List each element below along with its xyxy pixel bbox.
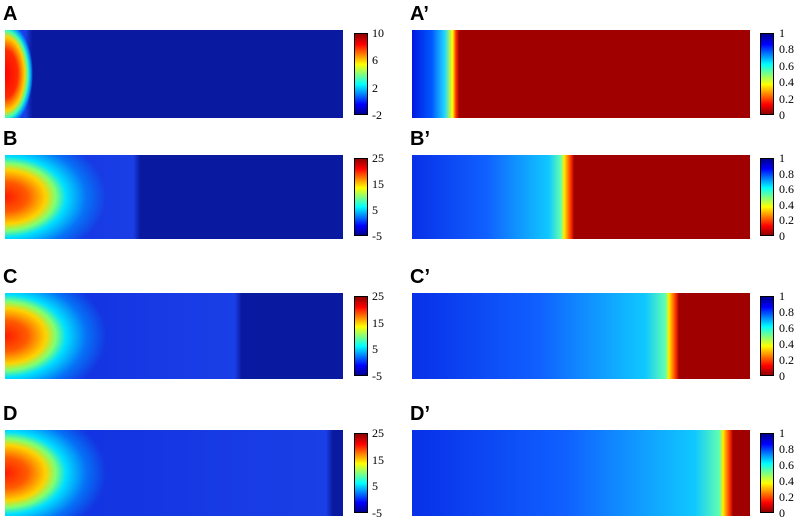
colorbar-tick-label: 0.4 (779, 337, 794, 351)
colorbar-tick-label: 6 (372, 53, 378, 68)
colorbar-tick-label: 0.4 (779, 474, 794, 488)
colorbar-b (354, 158, 368, 236)
contour-field-a-prime (412, 30, 750, 118)
contour-field-a (5, 30, 343, 118)
contour-field-b-prime (412, 155, 750, 239)
colorbar-tick-label: 5 (372, 479, 378, 494)
colorbar-tick-label: 10 (372, 26, 384, 40)
colorbar-tick-label: 0.4 (779, 75, 794, 90)
colorbar-tick-label: 25 (372, 426, 384, 440)
colorbar-tick-label: 0.6 (779, 58, 794, 73)
colorbar-c-prime (760, 296, 774, 376)
colorbar-tick-label: 15 (372, 315, 384, 330)
colorbar-tick-label: 5 (372, 203, 378, 217)
colorbar-tick-label: 0.4 (779, 197, 794, 212)
colorbar-tick-label: 0.8 (779, 42, 794, 57)
colorbar-tick-label: 1 (779, 26, 785, 40)
colorbar-tick-label: 5 (372, 342, 378, 357)
panel-label-c-prime: C’ (410, 266, 430, 288)
colorbar-tick-label: 1 (779, 289, 785, 303)
colorbar-tick-label: 15 (372, 452, 384, 467)
contour-field-c (5, 293, 343, 379)
colorbar-a-prime (760, 33, 774, 115)
panel-label-b: B (3, 128, 18, 150)
colorbar-tick-label: 0 (779, 108, 785, 122)
panel-label-b-prime: B’ (410, 128, 430, 150)
colorbar-d-prime (760, 433, 774, 513)
colorbar-tick-label: 1 (779, 426, 785, 440)
colorbar-tick-label: -5 (372, 369, 382, 383)
colorbar-tick-label: 0.2 (779, 91, 794, 106)
colorbar-tick-label: 15 (372, 177, 384, 191)
contour-field-c-prime (412, 293, 750, 379)
colorbar-tick-label: 0.8 (779, 166, 794, 181)
colorbar-tick-label: 25 (372, 151, 384, 165)
panel-label-d: D (3, 403, 18, 425)
colorbar-tick-label: -5 (372, 229, 382, 243)
colorbar-tick-label: 0.2 (779, 213, 794, 228)
contour-field-d (5, 430, 343, 516)
colorbar-d (354, 433, 368, 513)
colorbar-a (354, 33, 368, 115)
colorbar-tick-label: 0.6 (779, 458, 794, 472)
colorbar-b-prime (760, 158, 774, 236)
colorbar-tick-label: 0.2 (779, 490, 794, 504)
colorbar-c (354, 296, 368, 376)
panel-label-a-prime: A’ (410, 3, 429, 25)
colorbar-tick-label: 2 (372, 80, 378, 95)
colorbar-tick-label: 25 (372, 289, 384, 303)
panel-label-d-prime: D’ (410, 403, 430, 425)
panel-label-a: A (3, 3, 18, 25)
colorbar-tick-label: 0.8 (779, 442, 794, 456)
colorbar-tick-label: 0.6 (779, 321, 794, 335)
colorbar-tick-label: 1 (779, 151, 785, 165)
colorbar-tick-label: -5 (372, 506, 382, 520)
panel-label-c: C (3, 266, 18, 288)
colorbar-tick-label: -2 (372, 108, 382, 122)
colorbar-tick-label: 0 (779, 506, 785, 520)
contour-field-b (5, 155, 343, 239)
colorbar-tick-label: 0 (779, 229, 785, 243)
colorbar-tick-label: 0.2 (779, 353, 794, 367)
colorbar-tick-label: 0.8 (779, 305, 794, 319)
colorbar-tick-label: 0 (779, 369, 785, 383)
colorbar-tick-label: 0.6 (779, 182, 794, 197)
contour-field-d-prime (412, 430, 750, 516)
